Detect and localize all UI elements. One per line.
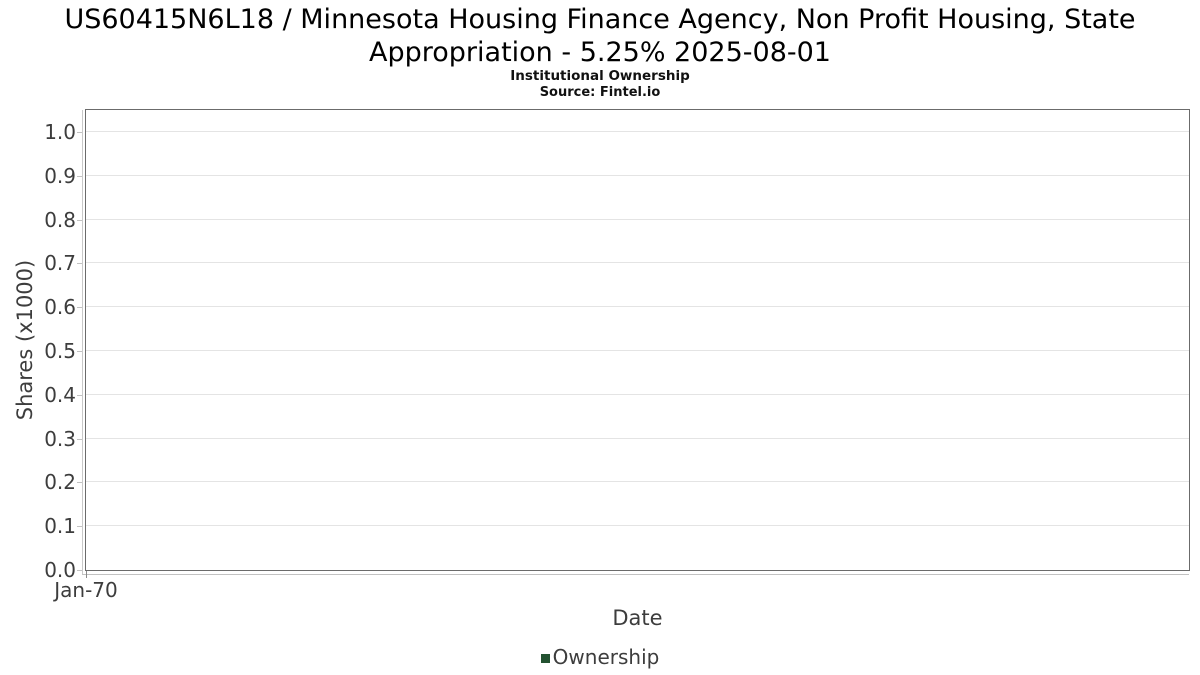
gridline-y-0.3 [86, 437, 1189, 439]
y-tick-label-0.4: 0.4 [44, 382, 76, 407]
chart-source-note: Source: Fintel.io [539, 85, 661, 100]
x-tick-label: Jan-70 [54, 578, 118, 602]
y-tick-label-0.7: 0.7 [44, 251, 76, 276]
legend: Ownership [0, 645, 1200, 669]
y-tick-label-0.1: 0.1 [44, 514, 76, 539]
plot-area [85, 109, 1190, 571]
gridline-y-0.5 [86, 349, 1189, 351]
chart-subtitle: Institutional Ownership [510, 68, 690, 84]
y-tick-mark-0.6 [77, 307, 82, 309]
y-tick-mark-0.0 [77, 570, 82, 571]
y-tick-mark-0.4 [77, 394, 82, 396]
y-tick-label-1.0: 1.0 [44, 119, 76, 144]
y-tick-label-0.8: 0.8 [44, 207, 76, 232]
y-tick-mark-0.7 [77, 263, 82, 265]
gridline-y-1.0 [86, 130, 1189, 132]
y-tick-label-0.9: 0.9 [44, 163, 76, 188]
gridline-y-0.9 [86, 174, 1189, 176]
y-tick-mark-0.2 [77, 482, 82, 484]
x-axis-line [82, 574, 1189, 575]
y-tick-mark-0.3 [77, 438, 82, 440]
y-tick-label-0.6: 0.6 [44, 295, 76, 320]
y-tick-mark-0.8 [77, 219, 82, 221]
y-tick-label-0.3: 0.3 [44, 426, 76, 451]
gridline-y-0.2 [86, 481, 1189, 483]
chart-title: US60415N6L18 / Minnesota Housing Finance… [64, 4, 1136, 68]
gridline-y-0.4 [86, 393, 1189, 395]
gridline-y-0.8 [86, 218, 1189, 220]
x-axis-tick-mark [86, 571, 87, 578]
y-tick-mark-0.9 [77, 175, 82, 177]
legend-swatch-icon [540, 653, 550, 663]
gridline-y-0.6 [86, 306, 1189, 308]
y-tick-mark-0.5 [77, 350, 82, 352]
gridline-y-0.1 [86, 525, 1189, 527]
legend-item-label: Ownership [552, 645, 660, 669]
y-axis-line [82, 110, 83, 575]
y-tick-mark-1.0 [77, 131, 82, 133]
y-tick-label-0.5: 0.5 [44, 338, 76, 363]
x-axis-title: Date [612, 606, 663, 630]
y-tick-mark-0.1 [77, 526, 82, 528]
y-tick-label-0.2: 0.2 [44, 470, 76, 495]
y-tick-label-0.0: 0.0 [44, 558, 76, 582]
gridline-y-0.7 [86, 262, 1189, 264]
